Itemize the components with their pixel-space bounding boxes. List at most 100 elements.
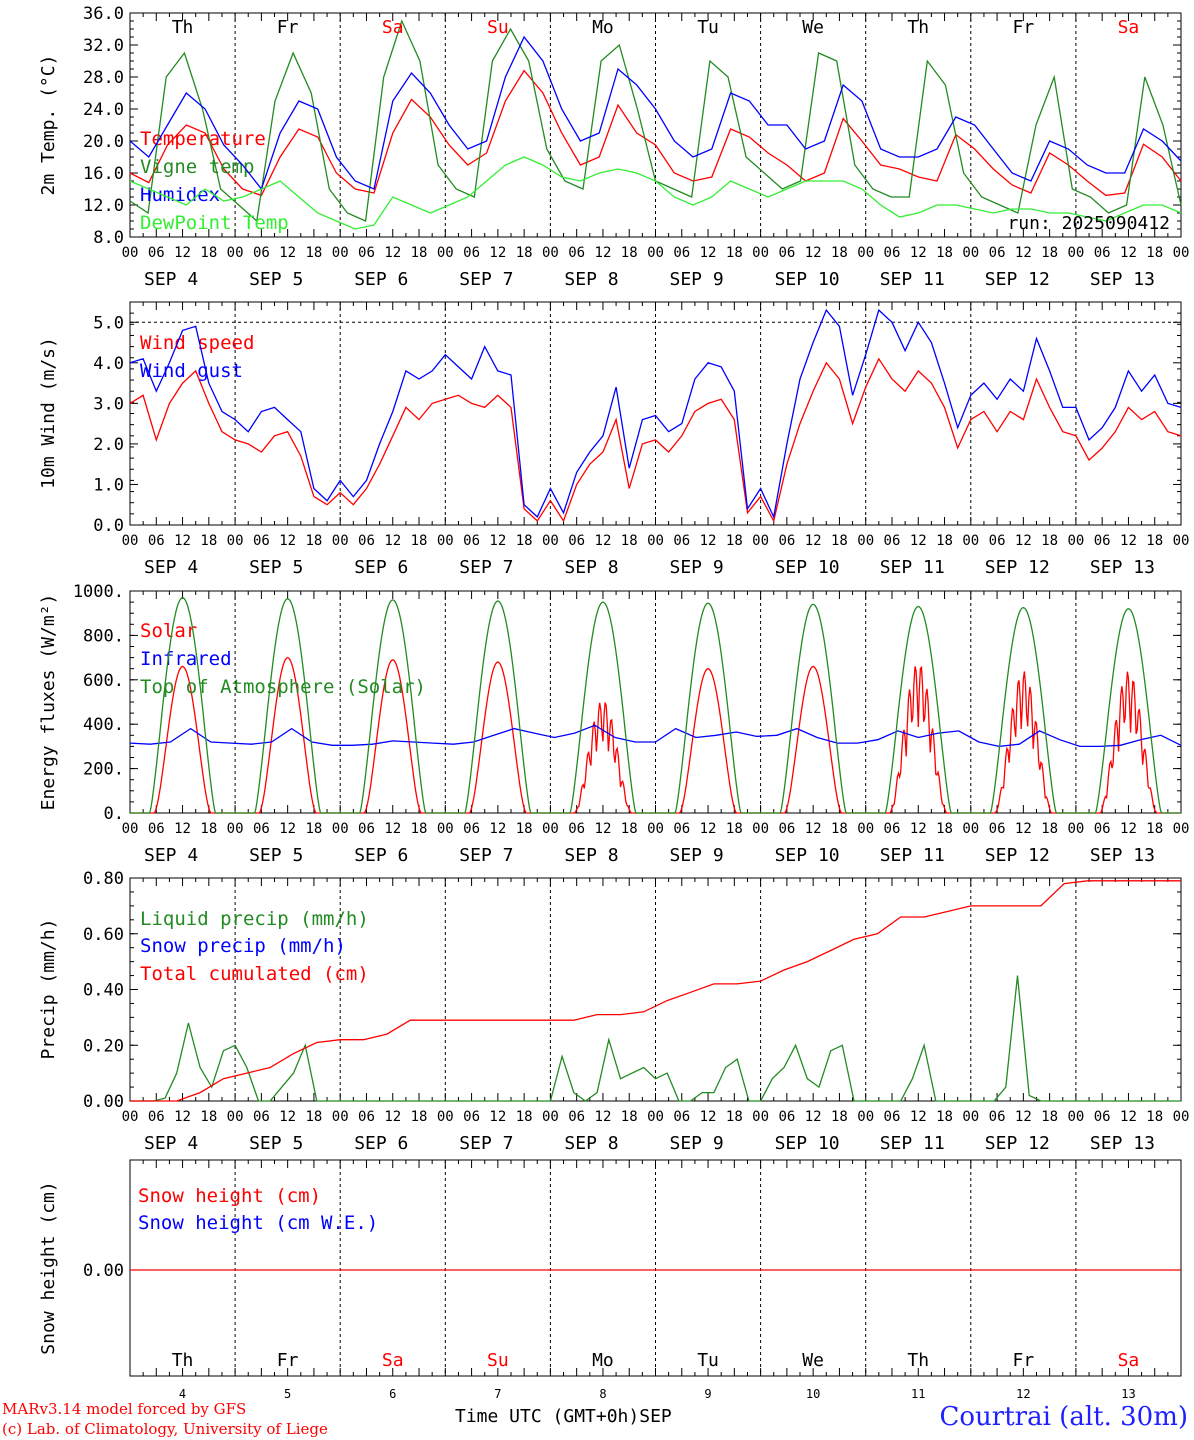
weekday-label: We: [802, 17, 824, 38]
hour-label: 12: [700, 533, 717, 549]
date-label: SEP 6: [354, 1133, 408, 1154]
weekday-label: Sa: [1118, 1350, 1140, 1371]
hour-label: 06: [358, 821, 375, 837]
hour-label: 00: [962, 245, 979, 261]
hour-label: 12: [700, 821, 717, 837]
legend-label: Solar: [140, 620, 197, 642]
y-tick-label: 0.60: [83, 925, 124, 945]
hour-label: 06: [673, 245, 690, 261]
date-label: SEP 13: [1090, 845, 1155, 866]
hour-label: 06: [463, 533, 480, 549]
hour-label: 06: [463, 821, 480, 837]
hour-label: 18: [411, 245, 428, 261]
date-label: SEP 13: [1090, 1133, 1155, 1154]
hour-label: 00: [962, 533, 979, 549]
weekday-label: Fr: [1013, 1350, 1035, 1371]
hour-label: 06: [989, 245, 1006, 261]
hour-label: 12: [279, 533, 296, 549]
series-line: [129, 308, 1182, 520]
y-tick-label: 20.0: [83, 132, 124, 152]
y-axis-label: 2m Temp. (°C): [38, 55, 59, 196]
hour-label: 00: [1067, 245, 1084, 261]
hour-label: 00: [122, 533, 139, 549]
y-tick-label: 12.0: [83, 196, 124, 216]
date-label: SEP 12: [985, 557, 1050, 578]
hour-label: 18: [936, 245, 953, 261]
hour-label: 18: [831, 821, 848, 837]
hour-label: 00: [437, 533, 454, 549]
weekday-label: Th: [172, 17, 194, 38]
hour-label: 06: [989, 1109, 1006, 1125]
hour-label: 12: [489, 533, 506, 549]
day-number: 8: [599, 1387, 606, 1401]
hour-label: 18: [516, 245, 533, 261]
plot-frame: [129, 301, 1182, 526]
date-label: SEP 4: [144, 557, 198, 578]
weekday-label: Su: [487, 1350, 509, 1371]
hour-label: 18: [831, 1109, 848, 1125]
date-label: SEP 6: [354, 269, 408, 290]
y-tick-label: 600.: [83, 671, 124, 691]
hour-label: 06: [253, 821, 270, 837]
hour-label: 06: [253, 1109, 270, 1125]
date-label: SEP 10: [775, 845, 840, 866]
hour-label: 12: [1120, 1109, 1137, 1125]
hour-label: 12: [384, 245, 401, 261]
hour-label: 00: [332, 821, 349, 837]
hour-label: 06: [778, 1109, 795, 1125]
date-label: SEP 8: [564, 845, 618, 866]
day-number: 10: [806, 1387, 820, 1401]
date-label: SEP 9: [670, 1133, 724, 1154]
hour-label: 12: [174, 245, 191, 261]
series-line: [129, 156, 1182, 230]
hour-label: 18: [200, 533, 217, 549]
copyright: (c) Lab. of Climatology, University of L…: [2, 1420, 328, 1438]
hour-label: 18: [831, 245, 848, 261]
hour-label: 00: [857, 533, 874, 549]
hour-label: 00: [542, 1109, 559, 1125]
hour-label: 12: [174, 533, 191, 549]
hour-label: 12: [279, 245, 296, 261]
legend-label: DewPoint Temp: [140, 212, 289, 234]
hour-label: 18: [516, 533, 533, 549]
y-tick-label: 0.0: [93, 516, 124, 536]
hour-label: 18: [831, 533, 848, 549]
station-name: Courtrai (alt. 30m): [939, 1402, 1189, 1432]
hour-label: 06: [884, 533, 901, 549]
hour-label: 00: [542, 821, 559, 837]
weekday-label: Sa: [1118, 17, 1140, 38]
hour-label: 00: [542, 533, 559, 549]
hour-label: 06: [568, 533, 585, 549]
series-line: [130, 975, 1181, 1102]
y-tick-label: 0.80: [83, 869, 124, 889]
x-axis-title: Time UTC (GMT+0h): [455, 1406, 640, 1427]
hour-label: 18: [726, 533, 743, 549]
hour-label: 00: [857, 1109, 874, 1125]
hour-label: 00: [647, 245, 664, 261]
hour-label: 12: [805, 821, 822, 837]
hour-label: 12: [1015, 245, 1032, 261]
hour-label: 06: [778, 533, 795, 549]
weekday-label: Fr: [277, 1350, 299, 1371]
date-label: SEP 12: [985, 845, 1050, 866]
hour-label: 00: [647, 533, 664, 549]
legend-label: Top of Atmosphere (Solar): [140, 676, 426, 698]
hour-label: 00: [542, 245, 559, 261]
hour-label: 06: [673, 533, 690, 549]
date-label: SEP 10: [775, 557, 840, 578]
hour-label: 00: [227, 245, 244, 261]
hour-label: 18: [621, 821, 638, 837]
day-number: 11: [911, 1387, 925, 1401]
hour-label: 00: [752, 245, 769, 261]
hour-label: 18: [516, 1109, 533, 1125]
x-axis-label: Time UTC (GMT+0h)SEP: [455, 1406, 672, 1427]
hour-label: 00: [857, 245, 874, 261]
hour-label: 18: [1041, 533, 1058, 549]
weekday-label: We: [802, 1350, 824, 1371]
legend-label: Infrared: [140, 648, 232, 670]
date-label: SEP 10: [775, 269, 840, 290]
hour-label: 12: [910, 533, 927, 549]
hour-label: 12: [1015, 533, 1032, 549]
hour-label: 00: [332, 533, 349, 549]
y-tick-label: 0.40: [83, 981, 124, 1001]
